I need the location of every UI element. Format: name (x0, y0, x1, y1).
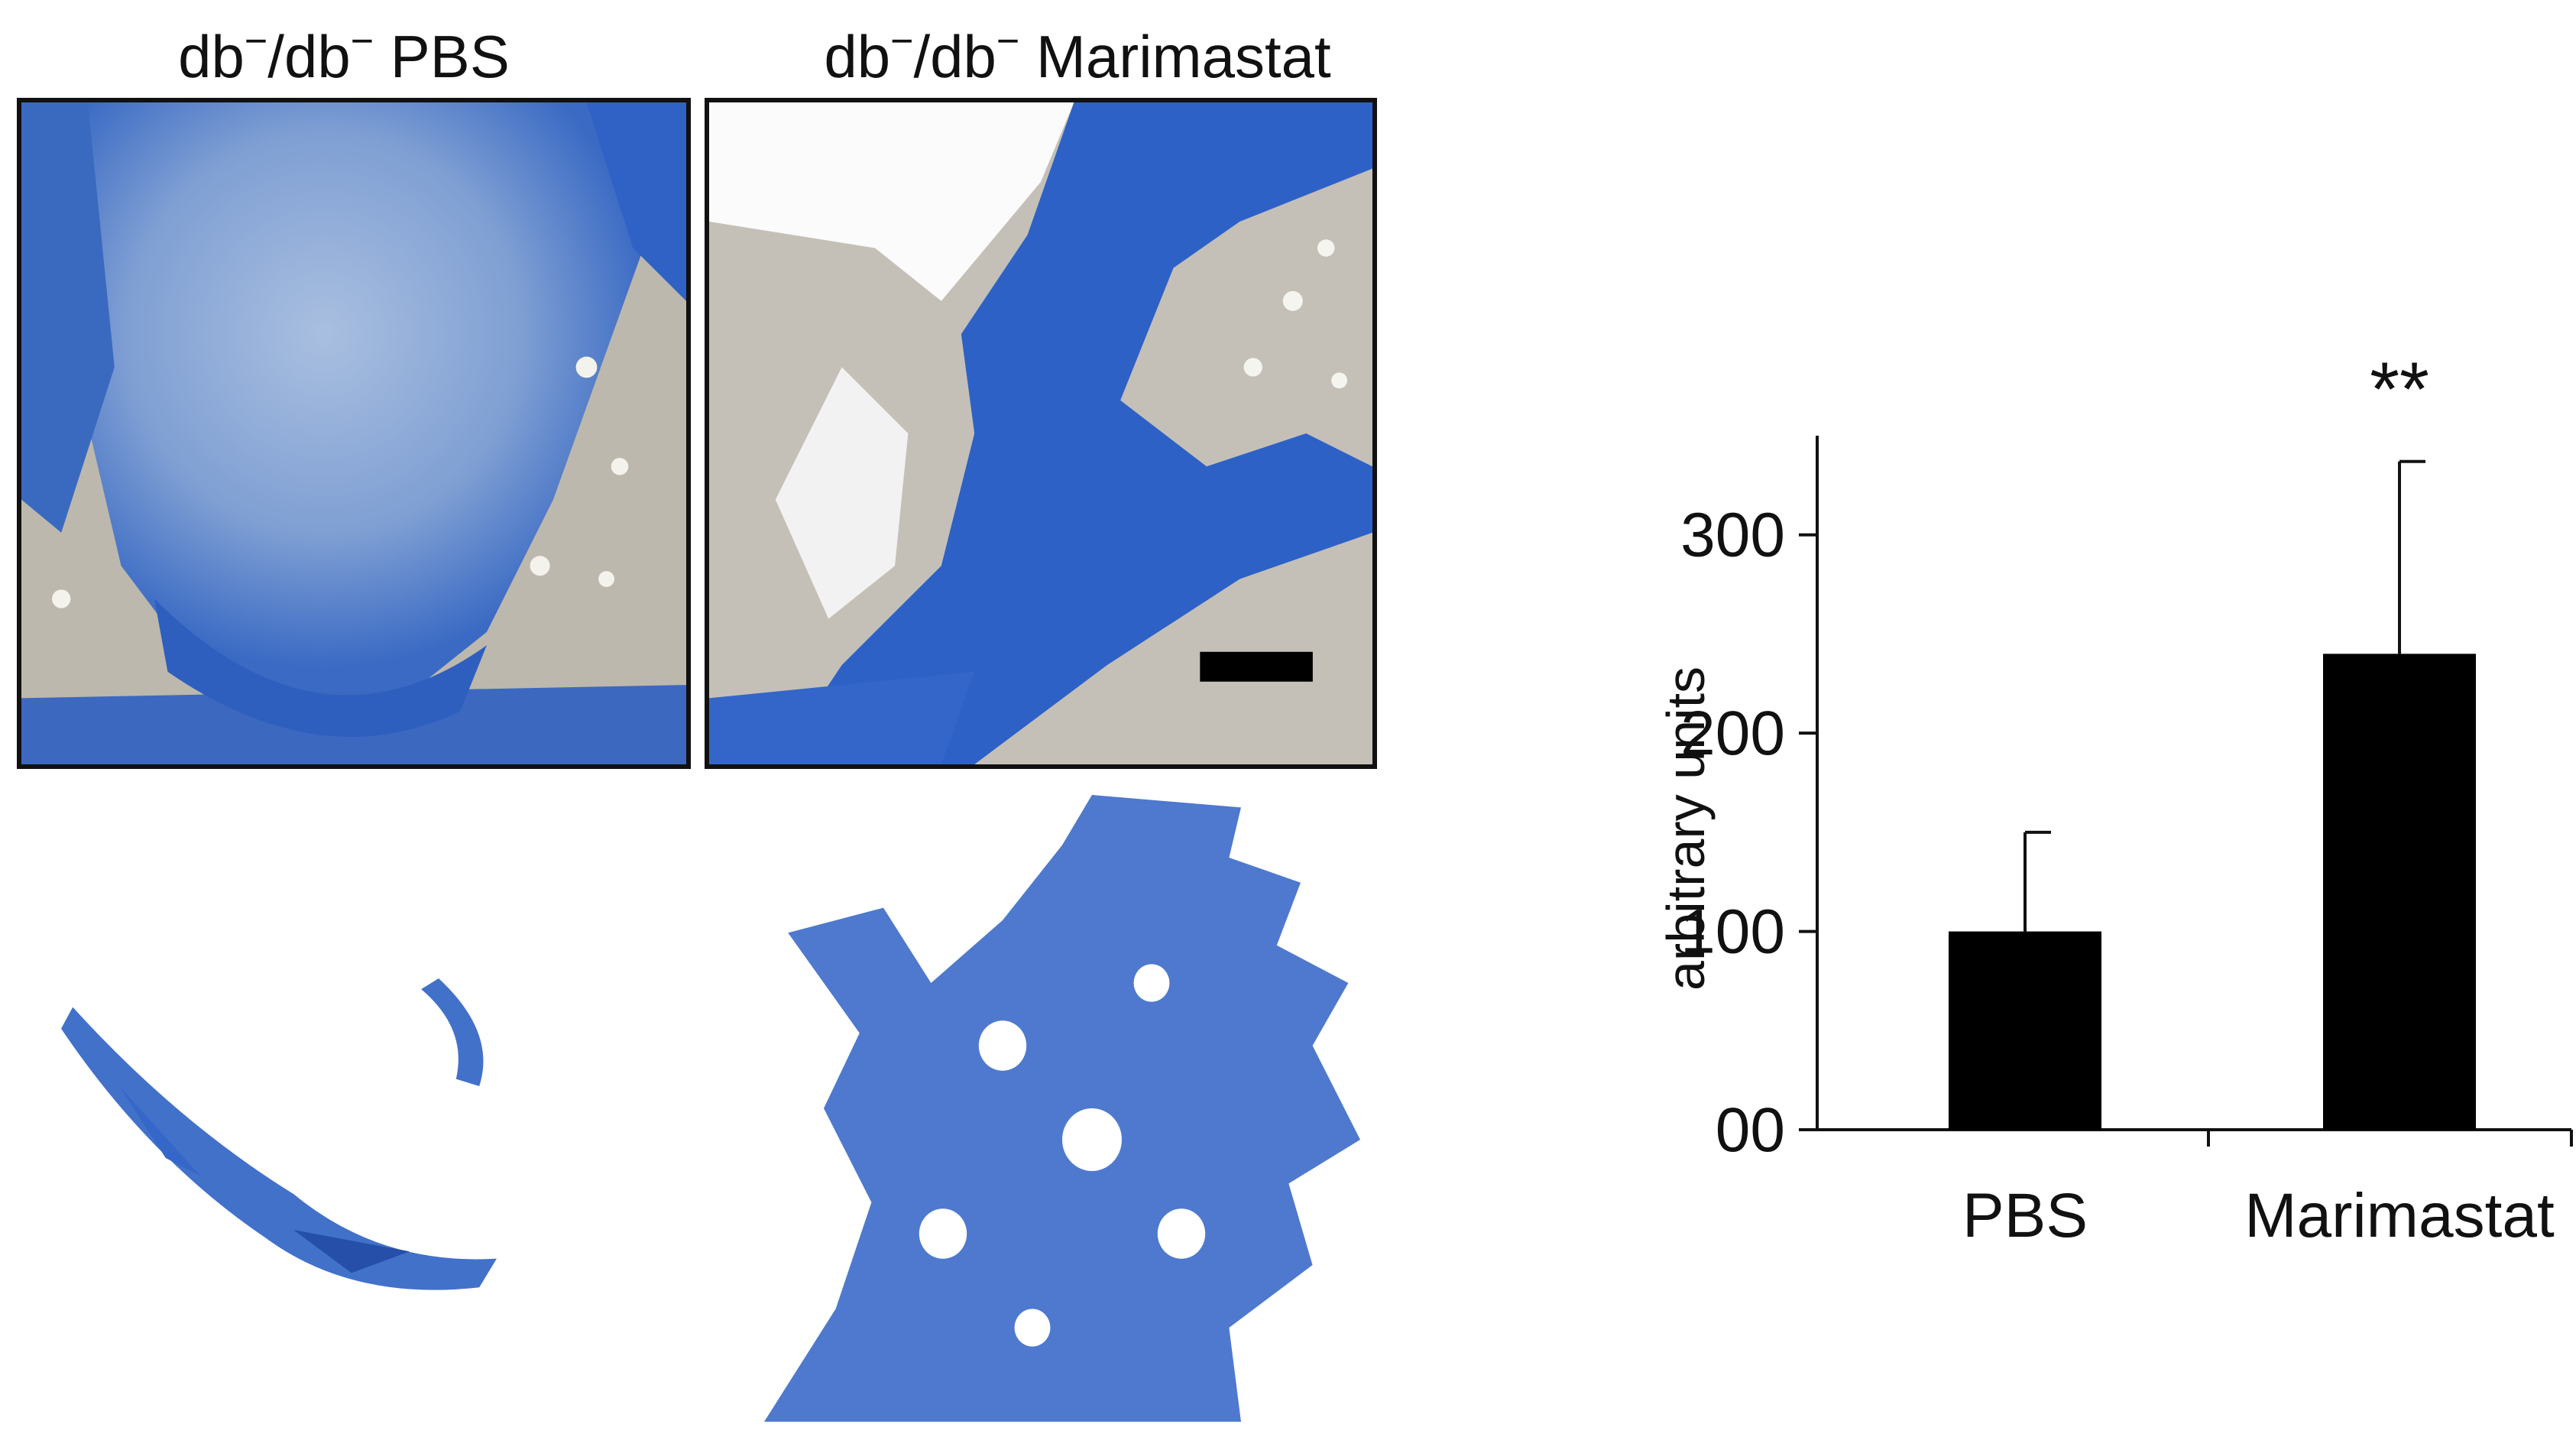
bar (1949, 931, 2101, 1130)
y-tick-label: 200 (1680, 699, 1785, 768)
title-text: db (178, 23, 245, 90)
title-superscript: − (890, 19, 914, 63)
y-axis-label: arbitrary units (1656, 667, 1716, 991)
y-tick-label: 00 (1716, 1095, 1785, 1165)
bar (2323, 654, 2476, 1130)
bar-chart: 00 100 200 300 PBS Marimastat ** arbitrary unit… (1656, 347, 2573, 1250)
significance-marker: ** (2370, 347, 2429, 433)
x-tick-label: Marimastat (2244, 1181, 2555, 1250)
title-text: db (824, 23, 891, 90)
chart-layer: 00 100 200 300 PBS Marimastat ** arbitrary unit… (1656, 347, 2573, 1250)
segmentation-pbs (61, 978, 642, 1338)
micrograph-marimastat (705, 98, 1377, 769)
y-tick-label: 100 (1680, 897, 1785, 967)
micrograph-pbs (17, 98, 691, 769)
segmentation-marimastat (764, 795, 1360, 1422)
title-superscript: − (244, 19, 268, 63)
title-text: Marimastat (1019, 23, 1331, 90)
micrograph-marimastat-image (709, 102, 1372, 764)
title-text: /db (913, 23, 996, 90)
title-text: /db (267, 23, 351, 90)
title-text: PBS (374, 23, 510, 90)
segmentation-marimastat-image (764, 795, 1360, 1422)
title-superscript: − (350, 19, 374, 63)
title-superscript: − (996, 19, 1020, 63)
x-tick-label: PBS (1962, 1181, 2088, 1250)
segmentation-pbs-image (61, 978, 497, 1290)
panel-title-pbs: db−/db− PBS (0, 21, 688, 86)
scale-bar (1200, 651, 1313, 682)
micrograph-pbs-image (21, 102, 686, 764)
y-tick-label: 300 (1680, 501, 1785, 570)
panel-title-marimastat: db−/db− Marimastat (688, 21, 1467, 86)
